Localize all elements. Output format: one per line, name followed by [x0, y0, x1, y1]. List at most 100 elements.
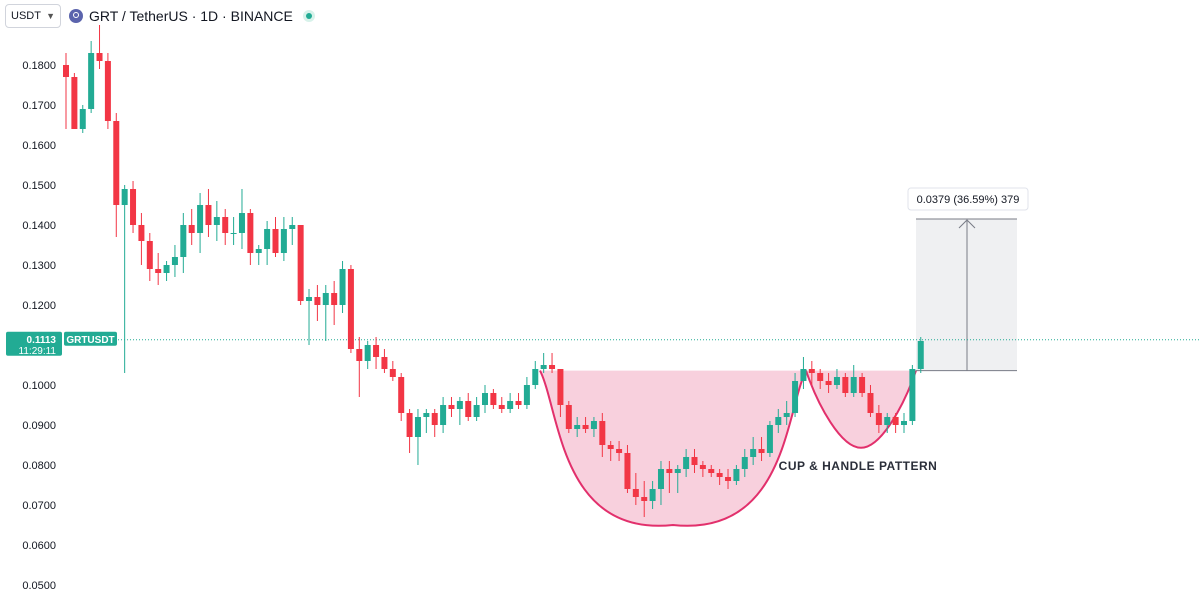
candle-body — [875, 413, 882, 425]
grt-coin-icon — [69, 9, 83, 23]
candle-body — [716, 473, 723, 477]
candle-body — [222, 217, 229, 233]
candle-body — [750, 449, 757, 457]
candle-body — [163, 265, 170, 273]
chevron-down-icon: ▼ — [46, 11, 55, 21]
candle-body — [440, 405, 447, 425]
candle-body — [565, 405, 572, 429]
pattern-label: CUP & HANDLE PATTERN — [779, 459, 938, 473]
handle-area — [806, 370, 916, 448]
candle-body — [448, 405, 455, 409]
symbol-title[interactable]: GRT / TetherUS · 1D · BINANCE — [89, 8, 293, 24]
candle-body — [842, 377, 849, 393]
candle-body — [347, 269, 354, 349]
candle-body — [272, 229, 279, 253]
candle-body — [121, 189, 128, 205]
candle-body — [624, 453, 631, 489]
measure-label-box — [907, 187, 1029, 211]
candle-body — [339, 269, 346, 305]
y-tick-label: 0.0900 — [22, 420, 56, 432]
candle-body — [741, 457, 748, 469]
candle-body — [909, 369, 916, 421]
chart-header: USDT ▼ GRT / TetherUS · 1D · BINANCE — [0, 0, 1200, 32]
y-tick-label: 0.1600 — [22, 140, 56, 152]
current-price-value: 0.1113 — [27, 335, 57, 346]
candle-body — [314, 297, 321, 305]
candle-body — [188, 225, 195, 233]
candle-body — [205, 205, 212, 225]
candle-body — [71, 77, 78, 129]
candle-body — [641, 497, 648, 501]
candle-body — [725, 477, 732, 481]
candle-body — [331, 293, 338, 305]
y-tick-label: 0.0700 — [22, 500, 56, 512]
candle-body — [238, 213, 245, 233]
candle-body — [683, 457, 690, 469]
candle-body — [113, 121, 120, 205]
candle-body — [699, 465, 706, 469]
quote-currency-value: USDT — [11, 10, 41, 22]
candle-body — [817, 373, 824, 381]
candle-body — [708, 469, 715, 473]
y-tick-label: 0.1000 — [22, 380, 56, 392]
candle-body — [515, 401, 522, 405]
candle-body — [808, 369, 815, 373]
candle-body — [373, 345, 380, 357]
candle-body — [532, 369, 539, 385]
candle-body — [197, 205, 204, 233]
candle-body — [356, 349, 363, 361]
y-tick-label: 0.0800 — [22, 460, 56, 472]
candle-body — [414, 417, 421, 437]
candle-body — [322, 293, 329, 305]
candle-body — [423, 413, 430, 417]
candle-body — [884, 417, 891, 425]
cup-area — [540, 370, 806, 526]
candle-body — [901, 421, 907, 425]
candle-body — [297, 225, 304, 301]
candle-body — [130, 189, 137, 225]
candle-body — [674, 469, 681, 473]
candle-body — [766, 425, 773, 453]
candle-body — [833, 377, 840, 385]
candle-body — [825, 381, 832, 385]
bar-countdown: 11:29:11 — [19, 346, 57, 357]
candle-body — [255, 249, 262, 253]
candle-body — [775, 417, 782, 425]
candle-body — [306, 297, 313, 301]
candle-body — [264, 229, 271, 249]
candle-body — [398, 377, 405, 413]
symbol-tag — [64, 331, 117, 346]
candle-body — [482, 393, 488, 405]
current-price-tag — [6, 331, 62, 356]
candle-body — [63, 65, 69, 77]
candle-body — [850, 377, 857, 393]
y-tick-label: 0.1300 — [22, 260, 56, 272]
y-tick-label: 0.1700 — [22, 100, 56, 112]
candle-body — [490, 393, 497, 405]
measure-label: 0.0379 (36.59%) 379 — [917, 194, 1020, 206]
candle-body — [867, 393, 874, 413]
candle-body — [289, 225, 296, 229]
handle-outline — [805, 370, 917, 449]
candle-body — [574, 425, 581, 429]
candle-body — [406, 413, 413, 437]
candle-body — [557, 369, 564, 405]
candle-body — [691, 457, 698, 465]
candle-body — [381, 357, 388, 369]
candle-body — [792, 381, 799, 413]
candle-body — [456, 401, 463, 409]
candle-body — [180, 225, 187, 257]
candle-body — [892, 417, 899, 425]
candle-body — [473, 405, 480, 417]
candle-body — [280, 229, 287, 253]
candle-body — [549, 365, 556, 369]
candle-body — [523, 385, 530, 405]
candle-body — [431, 413, 438, 425]
candle-body — [498, 405, 505, 409]
candle-body — [758, 449, 765, 453]
y-tick-label: 0.1400 — [22, 220, 56, 232]
quote-currency-select[interactable]: USDT ▼ — [5, 4, 61, 28]
candle-body — [171, 257, 178, 265]
candle-body — [138, 225, 145, 241]
